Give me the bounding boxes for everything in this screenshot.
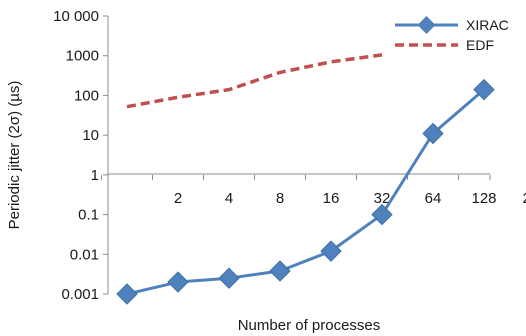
data-point-xirac [269,260,291,282]
y-tick-label: 0.1 [78,207,99,224]
y-tick-label: 10 000 [53,8,99,25]
y-tick-label: 100 [74,87,99,104]
x-tick-label: 4 [225,190,233,207]
x-tick-label: 256 [522,190,526,207]
series-xirac [116,78,495,305]
x-tick-label: 2 [174,190,182,207]
y-tick-label: 0.001 [61,286,99,303]
x-tick-label: 8 [276,190,284,207]
x-axis-ticks: 2 4 8 16 32 64 128 256 [101,174,526,207]
series [116,53,495,305]
y-axis-title: Periodic jitter (2σ) (µs) [6,81,23,230]
legend-label: EDF [466,37,494,53]
x-tick-label: 128 [471,190,496,207]
x-axis-title: Number of processes [238,317,381,334]
y-axis-ticks: 0.001 0.01 0.1 1 10 100 1000 10 000 [53,8,108,303]
data-point-xirac [116,283,138,305]
x-tick-label: 32 [374,190,391,207]
y-tick-label: 0.01 [70,246,99,263]
series-line-edf [126,53,383,109]
legend-label: XIRAC [466,17,509,33]
data-point-xirac [167,271,189,293]
data-point-xirac [422,122,444,145]
x-tick-label: 16 [323,190,340,207]
y-tick-label: 1 [91,167,99,184]
legend-item-edf: EDF [395,37,494,53]
y-tick-label: 10 [82,127,99,144]
legend: XIRAC EDF [395,16,509,53]
y-tick-label: 1000 [66,48,99,65]
data-point-xirac [371,203,393,226]
series-edf [126,53,383,109]
x-tick-label: 64 [425,190,442,207]
data-point-xirac [320,240,342,262]
legend-item-xirac: XIRAC [395,16,509,34]
data-point-xirac [473,78,495,101]
data-point-xirac [218,267,240,289]
legend-marker-xirac [417,16,436,34]
axes [107,16,490,294]
